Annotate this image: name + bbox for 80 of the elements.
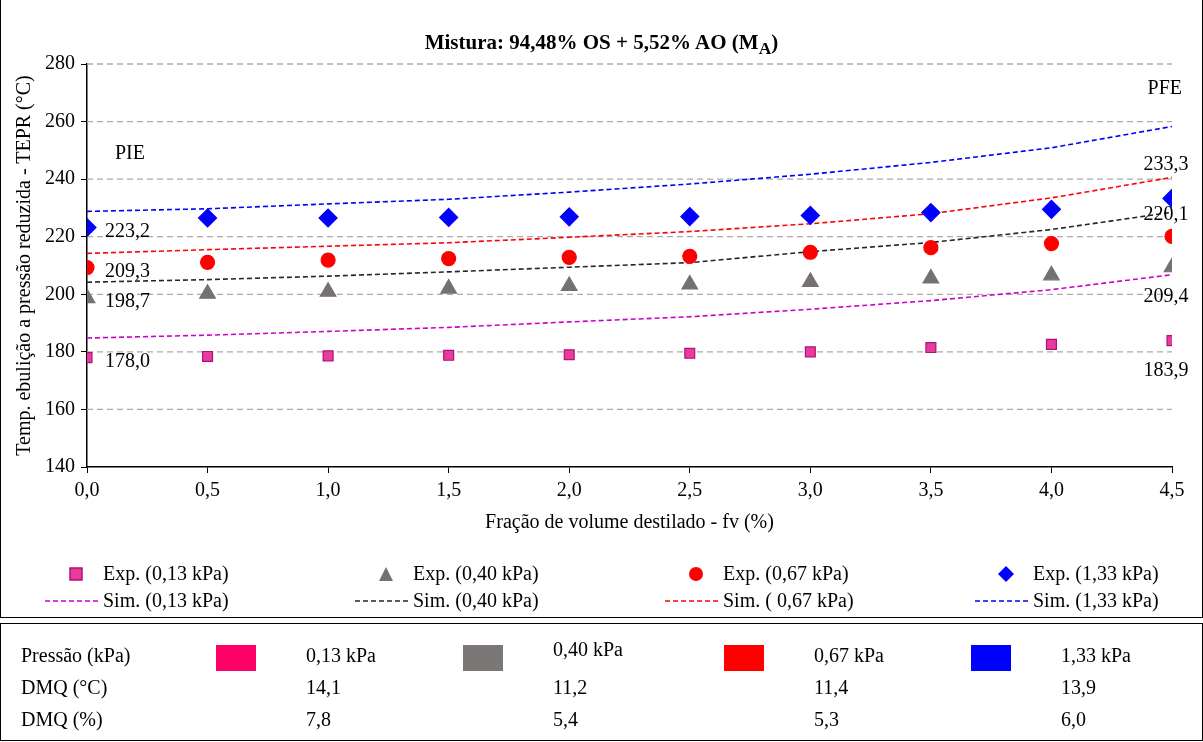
point <box>443 349 455 361</box>
x-tick-label: 3,5 <box>918 478 944 501</box>
category-label: DMQ (°C) <box>21 676 108 698</box>
data-label: 198,7 <box>105 289 150 312</box>
y-tick-label: 240 <box>45 166 75 189</box>
data-label: 233,3 <box>1143 151 1189 174</box>
point <box>561 249 577 266</box>
category-label: Pressão (kPa) <box>21 644 131 666</box>
text: 0,40 kPa <box>553 638 623 660</box>
x-tick-label: 2,5 <box>677 478 703 501</box>
legend-label: Exp. (0,13 kPa) <box>103 562 229 585</box>
point <box>1045 338 1057 350</box>
point <box>921 202 941 223</box>
y-tick-label: 220 <box>45 223 75 246</box>
x-tick-label: 2,0 <box>556 478 582 501</box>
y-tick-label: 180 <box>45 339 75 362</box>
data-label: 209,4 <box>1143 284 1189 307</box>
annotation: PIE <box>115 141 145 164</box>
category-label: DMQ (%) <box>21 708 103 730</box>
x-tick-label: 1,0 <box>315 478 341 501</box>
point <box>680 206 700 227</box>
point <box>441 250 457 267</box>
x-tick-label: 4,5 <box>1159 478 1185 501</box>
chart-title: Mistura: 94,48% OS + 5,52% AO (M$_{A}$) <box>424 30 779 59</box>
point <box>318 208 338 228</box>
text: 5,4 <box>553 708 578 730</box>
y-tick-label: 200 <box>45 281 75 304</box>
text: 6,0 <box>1061 708 1086 730</box>
point <box>322 350 334 362</box>
text: 5,3 <box>814 708 839 730</box>
point <box>802 244 818 260</box>
y-tick-label: 140 <box>45 454 75 477</box>
point <box>199 254 216 270</box>
text: 11,2 <box>553 676 588 698</box>
text: 7,8 <box>306 708 331 730</box>
point <box>439 207 459 228</box>
point <box>801 272 819 288</box>
point <box>804 346 816 358</box>
text: 1,33 kPa <box>1061 644 1131 666</box>
text: 14,1 <box>306 676 341 698</box>
data-label: 209,3 <box>105 258 150 281</box>
data-label: 223,2 <box>105 218 150 241</box>
legend-label: Exp. (0,40 kPa) <box>413 562 539 585</box>
point <box>1041 199 1062 219</box>
text: 0,13 kPa <box>306 644 376 666</box>
data-label: 220,1 <box>1143 201 1189 224</box>
text: 0,67 kPa <box>814 644 884 666</box>
x-tick-label: 3,0 <box>797 478 823 501</box>
point <box>923 240 939 256</box>
legend-label: Sim. (0,13 kPa) <box>103 589 229 612</box>
point <box>560 276 578 292</box>
point <box>202 350 214 363</box>
point <box>800 205 820 226</box>
annotation: PFE <box>1147 76 1182 99</box>
point <box>559 207 579 227</box>
point <box>1043 236 1060 252</box>
point <box>684 347 696 359</box>
legend-label: Exp. (0,67 kPa) <box>723 562 849 585</box>
x-tick-label: 0,5 <box>195 478 221 501</box>
x-tick-label: 0,0 <box>74 478 100 501</box>
x-tick-label: 1,5 <box>436 478 462 501</box>
x-tick-label: 4,0 <box>1038 478 1064 501</box>
text: 11,4 <box>814 676 849 698</box>
y-tick-label: 160 <box>45 396 75 419</box>
x-axis-title: Fração de volume destilado - fv (%) <box>485 510 774 534</box>
legend-label: Exp. (1,33 kPa) <box>1033 562 1159 585</box>
legend-label: Sim. (0,40 kPa) <box>413 589 539 612</box>
point <box>925 341 937 354</box>
point <box>320 252 336 268</box>
data-label: 183,9 <box>1143 357 1189 380</box>
y-tick-label: 280 <box>45 51 75 74</box>
point <box>197 208 218 228</box>
text: 13,9 <box>1061 676 1096 698</box>
point <box>563 349 575 361</box>
y-axis-title: Temp. ebulição a pressão reduzida - TEPR (°C) <box>12 75 36 456</box>
point <box>682 248 698 264</box>
legend-label: Sim. (1,33 kPa) <box>1033 589 1159 612</box>
y-tick-label: 260 <box>45 108 75 131</box>
data-label: 178,0 <box>105 348 150 371</box>
legend-label: Sim. ( 0,67 kPa) <box>723 589 854 612</box>
